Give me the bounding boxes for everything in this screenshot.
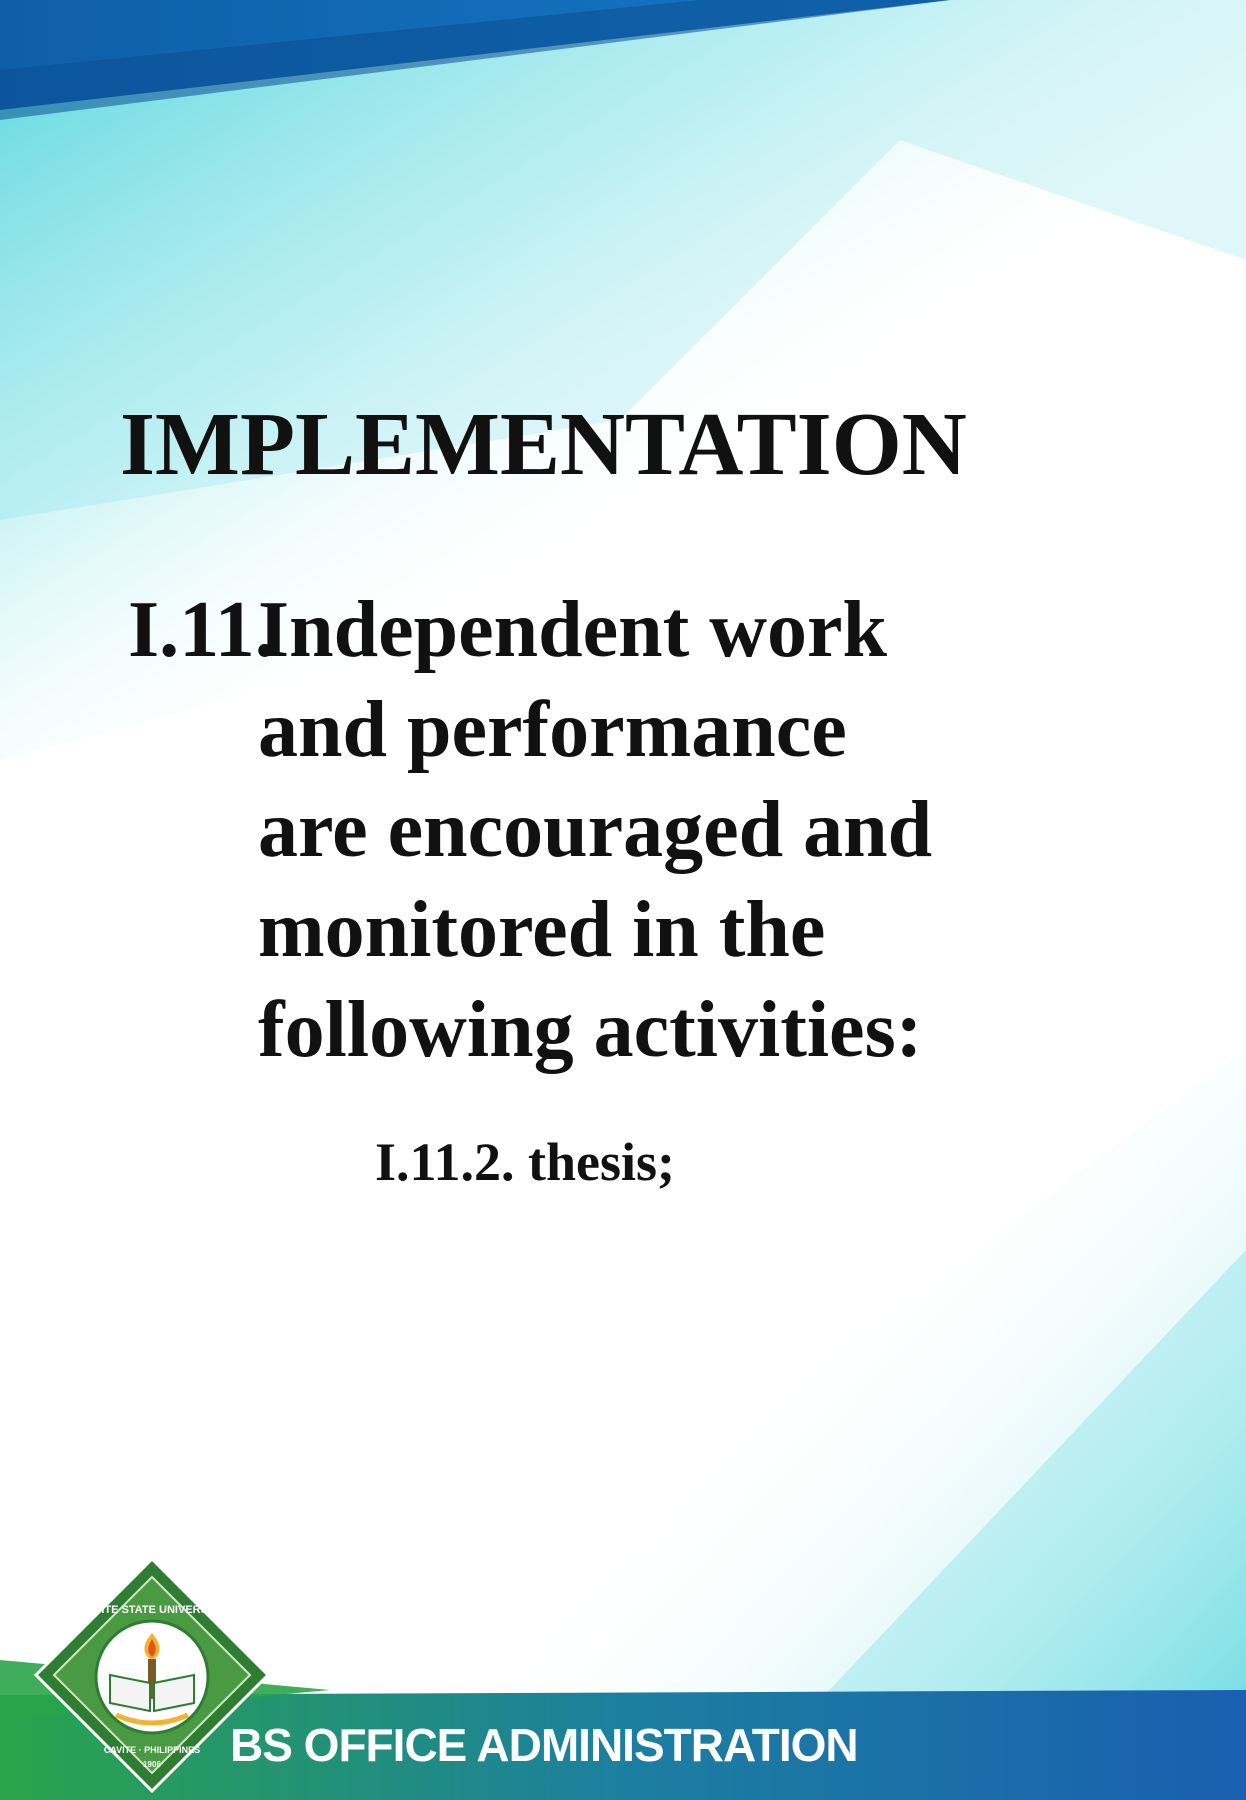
university-seal-logo: CAVITE STATE UNIVERSITY CAVITE · PHILIPP… (33, 1556, 271, 1794)
seal-text-top: CAVITE STATE UNIVERSITY (79, 1604, 226, 1616)
sub-item: I.11.2. thesis; (375, 1132, 676, 1192)
item-line-2: and performance (258, 686, 847, 774)
item-line-1: Independent work (258, 586, 888, 674)
seal-text-bottom: CAVITE · PHILIPPINES (104, 1745, 200, 1755)
item-line-3: are encouraged and (258, 786, 933, 874)
seal-year: 1906 (143, 1760, 161, 1769)
item-line-4: monitored in the (258, 886, 826, 974)
bottom-cyan-wash (300, 1050, 1246, 1800)
top-light-facet (0, 0, 1246, 520)
top-cyan-wash (0, 0, 1246, 760)
footer-program-label: BS OFFICE ADMINISTRATION (230, 1719, 859, 1771)
item-number: I.11. (128, 586, 275, 674)
item-line-5: following activities: (258, 986, 923, 1074)
footer-band (0, 1690, 1246, 1800)
bottom-light-facet (820, 1250, 1246, 1700)
item-statement: Independent work and performance are enc… (258, 580, 1158, 1080)
slide-title: IMPLEMENTATION (120, 395, 967, 494)
top-blue-band-shade (0, 0, 950, 120)
